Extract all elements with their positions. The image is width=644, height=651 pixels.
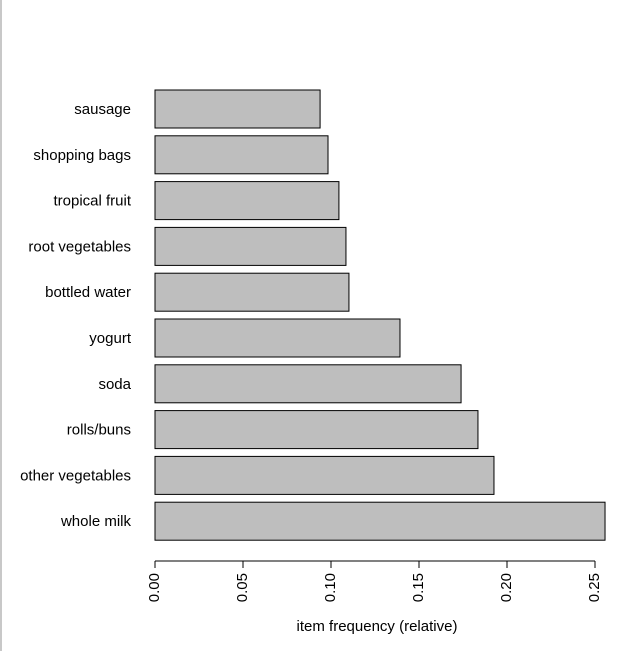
y-tick-label: root vegetables [28, 238, 131, 255]
x-tick-label: 0.10 [322, 573, 339, 602]
y-tick-label: soda [98, 376, 131, 393]
bar [154, 410, 479, 450]
y-tick-label: yogurt [89, 330, 132, 347]
y-tick-label: tropical fruit [53, 193, 131, 210]
y-tick-label: sausage [74, 101, 131, 118]
bar [154, 226, 347, 266]
y-tick-label: rolls/buns [67, 422, 131, 439]
window-border [0, 0, 2, 651]
x-tick-label: 0.05 [234, 573, 251, 602]
bar [154, 364, 462, 404]
bar [154, 318, 401, 358]
y-tick-label: whole milk [60, 513, 132, 530]
y-tick-label: shopping bags [33, 147, 131, 164]
y-tick-label: other vegetables [20, 467, 131, 484]
x-tick-label: 0.20 [498, 573, 515, 602]
x-tick-label: 0.15 [410, 573, 427, 602]
bar [154, 181, 340, 221]
x-tick-label: 0.00 [146, 573, 163, 602]
x-axis-label: item frequency (relative) [297, 618, 458, 635]
y-tick-label: bottled water [45, 284, 131, 301]
bar [154, 89, 321, 129]
bar [154, 455, 495, 495]
bar [154, 272, 350, 312]
bar [154, 135, 329, 175]
x-tick-label: 0.25 [586, 573, 603, 602]
bar [154, 501, 606, 541]
